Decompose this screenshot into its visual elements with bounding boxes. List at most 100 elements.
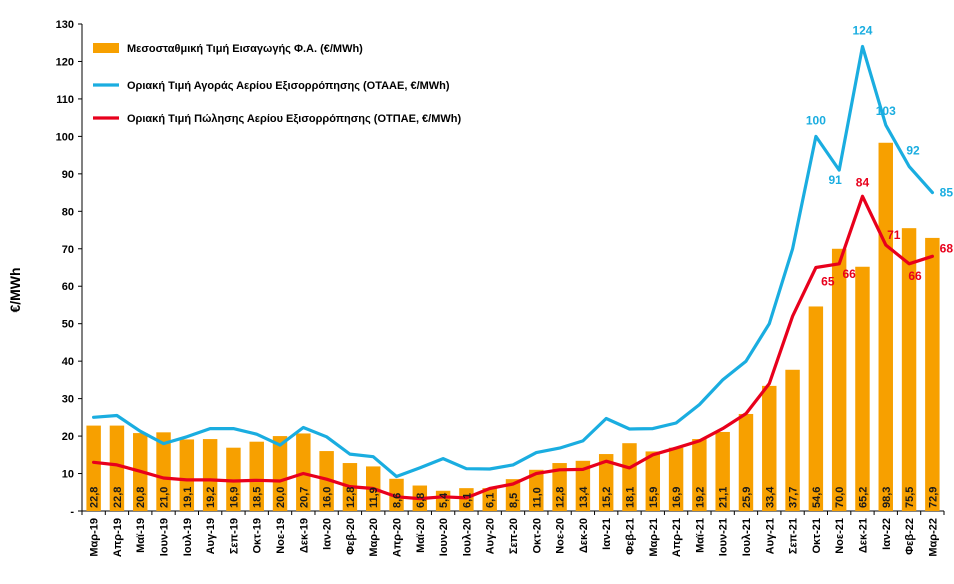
bar — [459, 488, 474, 511]
bar — [901, 228, 917, 511]
y-tick-label: 70 — [62, 244, 74, 256]
x-tick-label: Νοε-19 — [275, 518, 287, 554]
bar-value-label: 11,9 — [368, 487, 380, 508]
bar-value-label: 16,9 — [671, 487, 683, 508]
x-tick-label: Οκτ-19 — [252, 518, 264, 554]
bar-value-label: 70,0 — [834, 487, 846, 508]
bar — [226, 447, 241, 511]
bar-value-label: 22,8 — [89, 487, 101, 508]
y-tick-label: 50 — [62, 319, 74, 331]
plot-area: - 10 20 30 40 50 60 70 80 90 100 110 120 130 22,8 22,8 2… — [56, 19, 954, 557]
series-line-otpae — [91, 194, 935, 501]
bar — [598, 454, 614, 511]
bar — [668, 447, 684, 511]
bar-value-label: 33,4 — [764, 486, 776, 508]
y-tick-label: - — [70, 506, 74, 518]
x-tick-label: Δεκ-19 — [298, 518, 310, 553]
bar-value-label: 15,2 — [601, 487, 613, 508]
bar-value-label: 20,0 — [275, 487, 287, 508]
legend-label: Οριακή Τιμή Πώλησης Αερίου Εξισορρόπησης… — [127, 113, 461, 125]
series-line-otaae — [91, 44, 935, 479]
bar — [925, 237, 940, 511]
bar-value-label: 19,2 — [205, 487, 217, 508]
bar-value-label: 18,5 — [252, 487, 264, 508]
y-tick-label: 80 — [62, 206, 74, 218]
x-tick-label: Αυγ-19 — [205, 518, 217, 554]
bar-value-label: 75,5 — [904, 487, 916, 508]
bar-value-label: 6,1 — [461, 493, 473, 508]
line-value-label: 103 — [876, 104, 896, 118]
bar — [552, 463, 567, 511]
bar-value-label: 37,7 — [788, 487, 800, 508]
bar — [109, 425, 125, 511]
y-tick-label: 30 — [62, 394, 74, 406]
x-tick-label: Φεβ-21 — [624, 518, 636, 555]
x-tick-label: Ιαν-20 — [322, 518, 334, 550]
bar-value-label: 12,8 — [555, 487, 567, 508]
bar-value-label: 8,5 — [508, 493, 520, 508]
y-tick-label: 130 — [56, 19, 74, 31]
bar — [319, 451, 334, 511]
line-value-label: 84 — [856, 175, 870, 189]
line-value-label: 92 — [906, 143, 920, 157]
x-tick-label: Ιουλ-19 — [182, 518, 194, 556]
line-value-label: 65 — [821, 275, 835, 289]
y-tick-label: 20 — [62, 431, 74, 443]
bar-value-label: 6,8 — [415, 493, 427, 508]
bar-value-label: 12,8 — [345, 487, 357, 508]
x-tick-label: Ιουν-20 — [438, 518, 450, 556]
line-value-label: 68 — [940, 241, 954, 255]
bar-value-label: 72,9 — [927, 487, 939, 508]
legend-label: Οριακή Τιμή Αγοράς Αερίου Εξισορρόπησης … — [127, 80, 450, 92]
x-tick-label: Σεπ-21 — [788, 518, 800, 554]
line-value-label: 100 — [806, 113, 826, 127]
x-tick-label: Μαϊ-20 — [415, 518, 427, 553]
bar-value-label: 20,7 — [298, 487, 310, 508]
bar-value-label: 6,1 — [485, 493, 497, 508]
line-value-label: 85 — [940, 186, 954, 200]
x-tick-label: Απρ-21 — [671, 518, 683, 557]
x-tick-label: Δεκ-21 — [857, 518, 869, 553]
y-tick-label: 90 — [62, 169, 74, 181]
bar-value-label: 25,9 — [741, 487, 753, 508]
bar — [855, 266, 870, 511]
bar — [831, 248, 847, 511]
x-tick-label: Ιουν-19 — [159, 518, 171, 556]
x-tick-label: Μαρ-21 — [648, 518, 660, 557]
bar-value-label: 20,8 — [135, 487, 147, 508]
x-tick-label: Ιουλ-20 — [461, 518, 473, 556]
x-tick-label: Αυγ-20 — [485, 518, 497, 554]
bar-value-label: 19,2 — [694, 487, 706, 508]
bar — [645, 451, 661, 511]
y-axis-label: €/MWh — [7, 267, 23, 312]
x-tick-label: Φεβ-20 — [345, 518, 357, 555]
bar-value-label: 98,3 — [881, 487, 893, 508]
y-tick-label: 110 — [56, 94, 74, 106]
bar — [86, 425, 101, 511]
x-tick-label: Οκτ-21 — [811, 518, 823, 554]
x-tick-label: Ιουν-21 — [718, 518, 730, 556]
legend-swatch-bar — [93, 43, 119, 53]
x-tick-label: Νοε-20 — [555, 518, 567, 554]
x-tick-label: Σεπ-19 — [228, 518, 240, 554]
bar-value-label: 13,4 — [578, 486, 590, 508]
bar — [878, 142, 893, 511]
x-tick-label: Φεβ-22 — [904, 518, 916, 555]
bar — [249, 441, 264, 511]
bar — [622, 443, 637, 511]
x-tick-label: Μαρ-19 — [89, 518, 101, 557]
bar-value-label: 5,4 — [438, 492, 450, 508]
bar — [202, 439, 218, 511]
y-tick-label: 10 — [62, 469, 74, 481]
bar — [482, 488, 497, 511]
bar-value-label: 11,0 — [531, 487, 543, 508]
line-value-label: 71 — [887, 228, 901, 242]
line-value-label: 66 — [908, 269, 922, 283]
x-tick-label: Μαρ-20 — [368, 518, 380, 557]
x-tick-label: Μαϊ-21 — [694, 518, 706, 553]
bar-value-label: 22,8 — [112, 487, 124, 508]
bar-value-label: 54,6 — [811, 487, 823, 508]
y-tick-label: 60 — [62, 281, 74, 293]
line-value-label: 91 — [828, 173, 842, 187]
bar — [529, 469, 544, 511]
